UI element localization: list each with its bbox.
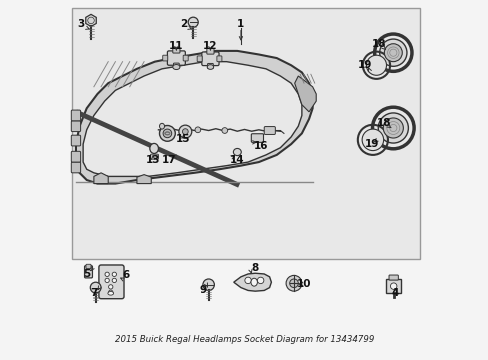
FancyBboxPatch shape [197, 56, 202, 62]
Ellipse shape [108, 292, 113, 295]
FancyBboxPatch shape [72, 8, 419, 259]
Text: 3: 3 [78, 19, 85, 29]
Text: 14: 14 [229, 155, 244, 165]
Circle shape [112, 272, 116, 276]
Text: 10: 10 [296, 279, 310, 289]
Circle shape [257, 277, 264, 284]
Ellipse shape [250, 278, 257, 286]
FancyBboxPatch shape [71, 110, 81, 121]
Circle shape [379, 39, 406, 66]
Circle shape [285, 275, 301, 291]
FancyBboxPatch shape [99, 265, 124, 299]
Ellipse shape [233, 148, 241, 156]
Circle shape [182, 129, 188, 134]
FancyBboxPatch shape [206, 48, 214, 54]
Polygon shape [233, 273, 271, 291]
Circle shape [289, 279, 298, 288]
Polygon shape [137, 175, 151, 184]
FancyBboxPatch shape [150, 154, 158, 159]
Circle shape [188, 17, 198, 27]
FancyBboxPatch shape [71, 135, 81, 146]
FancyBboxPatch shape [386, 279, 400, 293]
Text: 7: 7 [90, 288, 98, 298]
Circle shape [203, 279, 214, 291]
FancyBboxPatch shape [264, 127, 275, 134]
FancyBboxPatch shape [163, 55, 167, 61]
FancyBboxPatch shape [167, 51, 185, 65]
Polygon shape [83, 62, 301, 176]
Text: 4: 4 [390, 288, 398, 298]
FancyBboxPatch shape [71, 121, 81, 132]
Circle shape [112, 278, 116, 283]
FancyBboxPatch shape [217, 56, 222, 62]
Text: 19: 19 [357, 60, 371, 70]
Circle shape [159, 126, 175, 141]
Polygon shape [94, 173, 108, 184]
Text: 18: 18 [371, 39, 386, 49]
Circle shape [383, 118, 403, 138]
FancyBboxPatch shape [251, 134, 263, 142]
Text: 9: 9 [199, 285, 206, 296]
Polygon shape [76, 51, 312, 184]
FancyBboxPatch shape [202, 52, 219, 66]
Text: 11: 11 [169, 41, 183, 50]
FancyBboxPatch shape [183, 55, 188, 61]
Text: 6: 6 [122, 270, 129, 280]
Text: 1: 1 [237, 19, 244, 29]
Ellipse shape [207, 65, 213, 69]
Circle shape [108, 290, 113, 294]
Ellipse shape [149, 143, 158, 153]
Text: 18: 18 [376, 118, 391, 128]
Polygon shape [85, 14, 96, 27]
Text: 12: 12 [203, 41, 217, 50]
Circle shape [378, 113, 407, 143]
Text: 5: 5 [83, 269, 90, 279]
FancyBboxPatch shape [388, 275, 398, 280]
Circle shape [105, 278, 109, 283]
Circle shape [222, 128, 227, 134]
Text: 16: 16 [253, 141, 267, 151]
Circle shape [105, 272, 109, 276]
Circle shape [389, 283, 396, 289]
Circle shape [90, 282, 101, 293]
FancyBboxPatch shape [71, 162, 81, 173]
FancyBboxPatch shape [173, 63, 179, 68]
Text: 8: 8 [251, 263, 258, 273]
Circle shape [108, 285, 113, 289]
Circle shape [244, 277, 251, 284]
Circle shape [362, 129, 383, 150]
Text: 17: 17 [162, 155, 176, 165]
Circle shape [384, 44, 402, 62]
FancyBboxPatch shape [172, 47, 180, 53]
Text: 13: 13 [145, 155, 160, 165]
Polygon shape [294, 76, 316, 112]
Ellipse shape [172, 64, 180, 69]
FancyBboxPatch shape [86, 264, 91, 269]
Text: 15: 15 [176, 134, 190, 144]
FancyBboxPatch shape [207, 63, 213, 68]
Circle shape [163, 129, 171, 138]
Text: 2: 2 [180, 19, 187, 29]
Text: 19: 19 [364, 139, 378, 149]
FancyBboxPatch shape [84, 266, 92, 278]
Ellipse shape [159, 123, 164, 129]
FancyBboxPatch shape [71, 151, 81, 162]
Circle shape [179, 125, 191, 138]
Circle shape [366, 55, 386, 75]
Circle shape [195, 127, 201, 133]
Text: 2015 Buick Regal Headlamps Socket Diagram for 13434799: 2015 Buick Regal Headlamps Socket Diagra… [115, 335, 373, 344]
